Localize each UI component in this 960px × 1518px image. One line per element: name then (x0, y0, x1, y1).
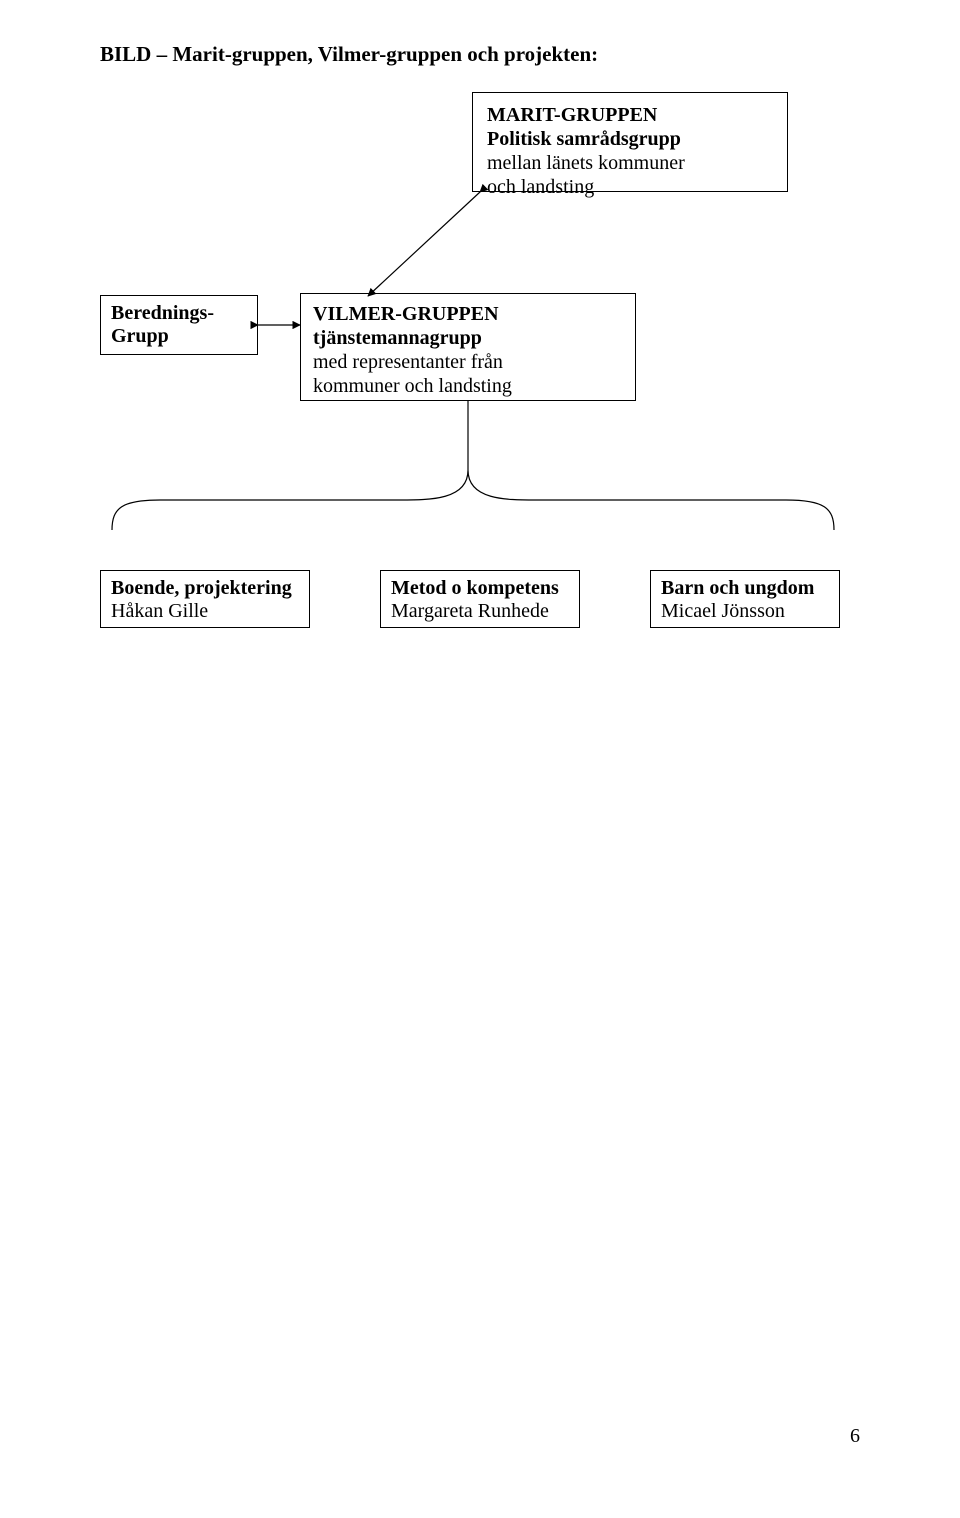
page: BILD – Marit-gruppen, Vilmer-gruppen och… (0, 0, 960, 1518)
marit-line-2: Politisk samrådsgrupp (487, 127, 773, 151)
page-number: 6 (850, 1425, 860, 1448)
boende-line-1: Boende, projektering (111, 577, 299, 600)
vilmer-gruppen-box: VILMER-GRUPPEN tjänstemannagrupp med rep… (300, 293, 636, 401)
barn-line-2: Micael Jönsson (661, 600, 829, 623)
brace-connector (112, 401, 834, 530)
metod-box: Metod o kompetens Margareta Runhede (380, 570, 580, 628)
vilmer-line-2: tjänstemannagrupp (313, 326, 623, 350)
boende-box: Boende, projektering Håkan Gille (100, 570, 310, 628)
page-title: BILD – Marit-gruppen, Vilmer-gruppen och… (100, 42, 598, 67)
boende-line-2: Håkan Gille (111, 600, 299, 623)
marit-line-1: MARIT-GRUPPEN (487, 103, 773, 127)
metod-line-2: Margareta Runhede (391, 600, 569, 623)
barn-line-1: Barn och ungdom (661, 577, 829, 600)
marit-line-3: mellan länets kommuner (487, 151, 773, 175)
barn-box: Barn och ungdom Micael Jönsson (650, 570, 840, 628)
vilmer-line-1: VILMER-GRUPPEN (313, 302, 623, 326)
connectors-svg (0, 0, 960, 1518)
bered-line-1: Berednings- (111, 302, 247, 325)
bered-line-2: Grupp (111, 325, 247, 348)
metod-line-1: Metod o kompetens (391, 577, 569, 600)
vilmer-line-4: kommuner och landsting (313, 374, 623, 398)
arrow-marit-vilmer (368, 192, 480, 296)
marit-line-4: och landsting (487, 175, 773, 199)
marit-gruppen-box: MARIT-GRUPPEN Politisk samrådsgrupp mell… (472, 92, 788, 192)
berednings-grupp-box: Berednings- Grupp (100, 295, 258, 355)
vilmer-line-3: med representanter från (313, 350, 623, 374)
